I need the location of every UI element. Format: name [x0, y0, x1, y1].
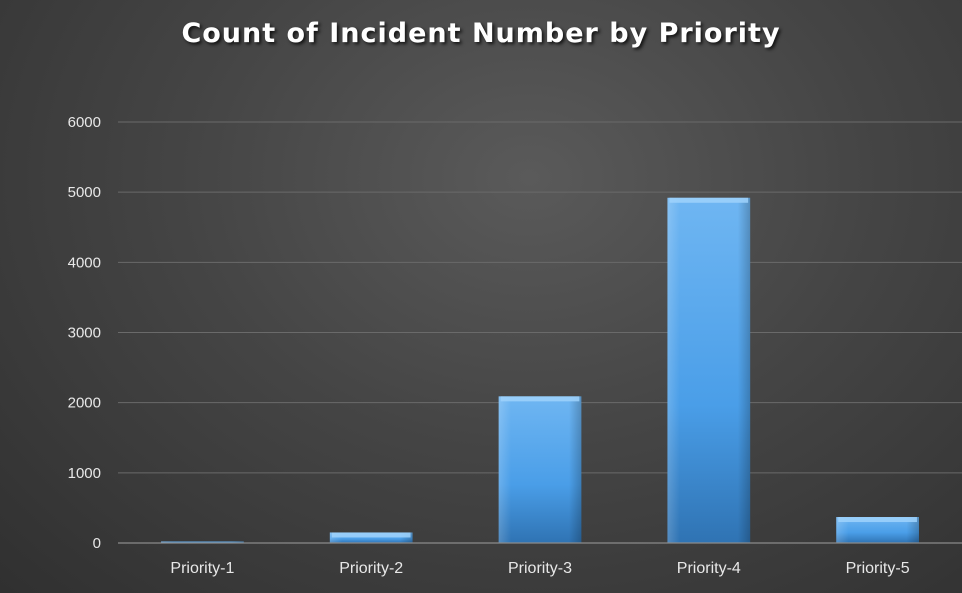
y-tick-label: 5000 — [68, 184, 101, 201]
x-tick-label: Priority-5 — [846, 560, 910, 577]
bar-priority-2 — [329, 532, 413, 543]
bars — [161, 197, 919, 543]
x-tick-label: Priority-1 — [170, 560, 234, 577]
y-tick-label: 1000 — [68, 465, 101, 482]
bar-priority-3 — [498, 396, 582, 543]
bar-bevel — [331, 532, 411, 538]
bar-bevel — [838, 517, 917, 523]
x-tick-label: Priority-4 — [677, 560, 741, 577]
chart-title: Count of Incident Number by Priority — [181, 18, 781, 49]
y-tick-label: 0 — [93, 535, 101, 552]
x-tick-label: Priority-2 — [339, 560, 403, 577]
y-tick-label: 2000 — [68, 395, 101, 412]
bar-bevel — [669, 197, 749, 203]
y-tick-label: 6000 — [68, 114, 101, 131]
x-axis-tick-labels: Priority-1 Priority-2 Priority-3 Priority-4… — [170, 560, 909, 577]
bar-priority-1 — [161, 541, 244, 543]
bar-shading — [498, 396, 582, 543]
bar-priority-5 — [836, 517, 919, 543]
bar-shading — [161, 541, 244, 543]
bar-priority-4 — [667, 197, 751, 543]
bar-shading — [667, 197, 751, 543]
x-tick-label: Priority-3 — [508, 560, 572, 577]
bar-shading — [329, 532, 413, 543]
y-tick-label: 3000 — [68, 325, 101, 342]
y-tick-label: 4000 — [68, 254, 101, 271]
y-axis-tick-labels: 0 1000 2000 3000 4000 5000 6000 — [68, 114, 101, 552]
bar-bevel — [500, 396, 580, 402]
